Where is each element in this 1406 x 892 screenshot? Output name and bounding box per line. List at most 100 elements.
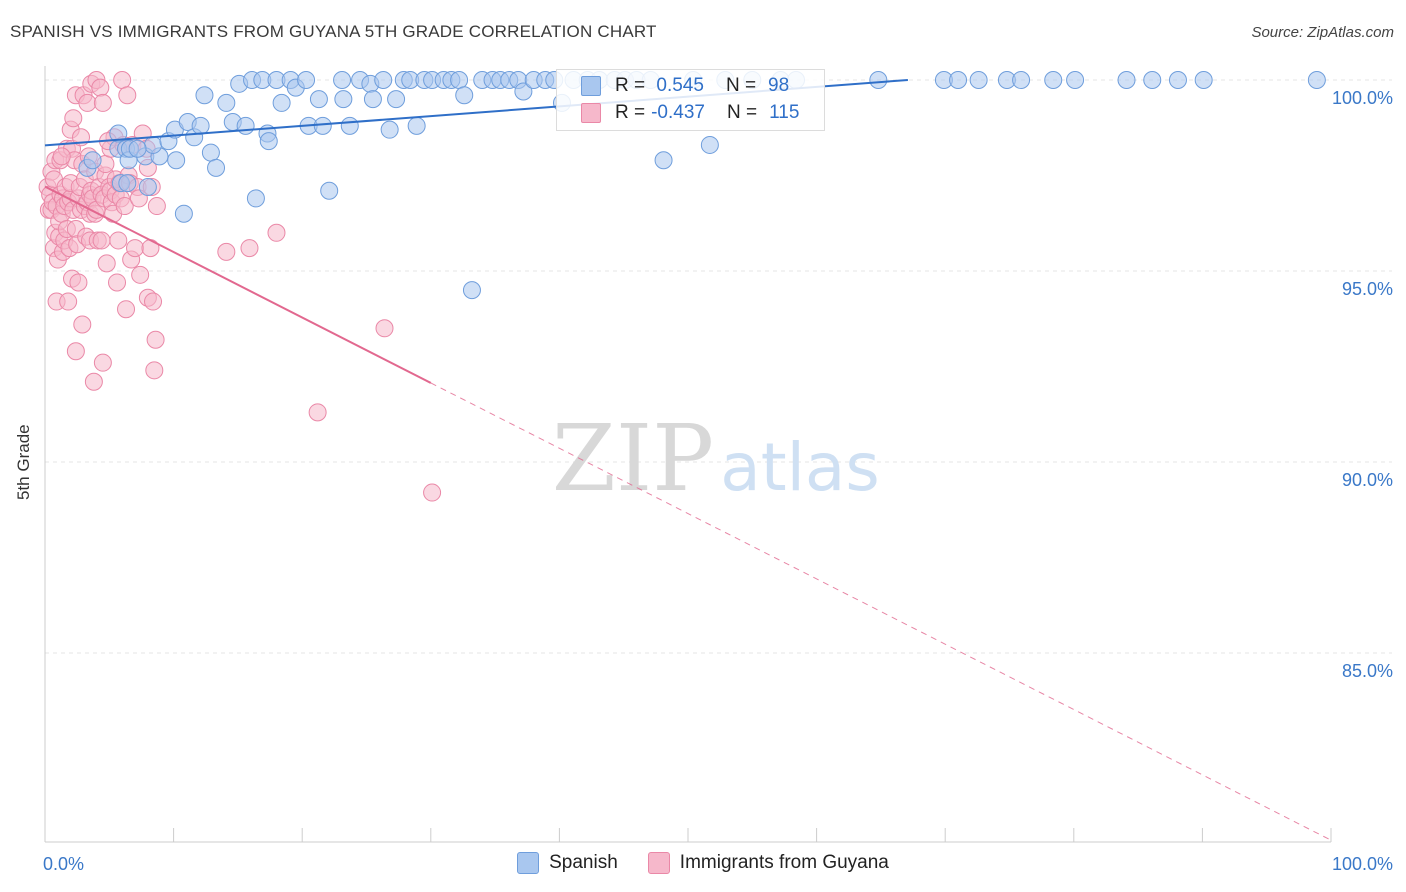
data-point: [93, 93, 112, 112]
data-point: [145, 361, 164, 380]
data-point: [138, 177, 157, 196]
legend-item-guyana: Immigrants from Guyana: [647, 852, 889, 874]
data-point: [1044, 71, 1063, 89]
y-tick-label: 95.0%: [1342, 279, 1393, 299]
data-point: [207, 158, 226, 177]
legend-r-value: 0.545: [651, 75, 704, 96]
data-point: [126, 239, 145, 258]
data-point: [144, 135, 163, 154]
y-tick-label: 90.0%: [1342, 470, 1393, 490]
legend-n-label: N =: [725, 75, 757, 96]
data-point: [167, 151, 186, 170]
data-point: [1307, 71, 1326, 89]
watermark-zip: ZIP: [552, 405, 714, 512]
legend-swatch-guyana: [581, 103, 601, 123]
data-point: [450, 71, 469, 89]
trend-line-guyana: [44, 185, 432, 384]
data-point: [64, 109, 83, 128]
data-point: [363, 90, 382, 109]
data-point: [423, 483, 442, 502]
axes: [44, 66, 1332, 843]
legend-row-guyana: R = -0.437 N = 115: [581, 101, 799, 125]
data-point: [69, 273, 88, 292]
trend-line-guyana-extension: [430, 382, 1332, 841]
tick-labels: 85.0% 90.0% 95.0% 100.0% 0.0% 100.0%: [43, 88, 1393, 874]
data-point: [117, 300, 136, 319]
data-point: [455, 86, 474, 105]
data-point: [1066, 71, 1085, 89]
data-point: [174, 204, 193, 223]
data-point: [313, 116, 332, 135]
legend-r-value: -0.437: [651, 102, 705, 123]
data-point: [91, 78, 110, 97]
legend-label-spanish: Spanish: [549, 852, 618, 873]
data-point: [109, 124, 128, 143]
data-point: [259, 132, 278, 151]
legend-r-label: R =: [615, 102, 646, 123]
data-point: [83, 151, 102, 170]
source-label: Source: ZipAtlas.com: [1251, 24, 1394, 41]
watermark: ZIP atlas: [552, 405, 880, 512]
data-point: [1012, 71, 1031, 89]
data-point: [1168, 71, 1187, 89]
data-point: [308, 403, 327, 422]
data-point: [141, 239, 160, 258]
data-point: [407, 116, 426, 135]
data-point: [654, 151, 673, 170]
series-legend: Spanish Immigrants from Guyana: [0, 852, 1406, 874]
legend-n-value: 115: [769, 102, 800, 123]
data-point: [108, 273, 127, 292]
chart-title: SPANISH VS IMMIGRANTS FROM GUYANA 5TH GR…: [10, 22, 657, 41]
legend-n-label: N =: [726, 102, 758, 123]
data-point: [92, 231, 111, 250]
data-point: [78, 93, 97, 112]
data-point: [462, 281, 481, 300]
data-point: [191, 116, 210, 135]
data-point: [109, 231, 128, 250]
gridlines: [45, 79, 1392, 654]
data-point: [144, 292, 163, 311]
watermark-atlas: atlas: [720, 429, 880, 506]
data-point: [297, 71, 316, 89]
data-point: [66, 342, 85, 361]
y-tick-label: 100.0%: [1332, 88, 1393, 108]
x-tick-label: 0.0%: [43, 854, 84, 874]
legend-item-spanish: Spanish: [517, 852, 618, 874]
data-point: [949, 71, 968, 89]
data-point: [267, 223, 286, 242]
data-point: [514, 82, 533, 101]
data-point: [73, 315, 92, 334]
data-point: [969, 71, 988, 89]
data-point: [246, 189, 265, 208]
legend-swatch-spanish: [581, 76, 601, 96]
legend-n-value: 98: [768, 75, 790, 96]
data-point: [387, 90, 406, 109]
data-point: [334, 90, 353, 109]
data-point: [1143, 71, 1162, 89]
legend-row-spanish: R = 0.545 N = 98: [581, 74, 789, 98]
legend-r-label: R =: [615, 75, 646, 96]
data-point: [333, 71, 352, 89]
data-point: [131, 265, 150, 284]
data-point: [195, 86, 214, 105]
data-point: [309, 90, 328, 109]
data-point: [380, 120, 399, 139]
data-point: [240, 239, 259, 258]
legend-swatch-guyana: [647, 852, 670, 874]
data-point: [147, 197, 166, 216]
data-point: [84, 372, 103, 391]
data-point: [869, 71, 888, 89]
correlation-legend: R = 0.545 N = 98 R = -0.437 N = 115: [556, 69, 825, 131]
data-point: [93, 353, 112, 372]
data-point: [236, 116, 255, 135]
data-point: [201, 143, 220, 162]
x-tick-label: 100.0%: [1332, 854, 1393, 874]
data-point: [52, 147, 71, 166]
data-point: [115, 197, 134, 216]
data-point: [118, 86, 137, 105]
data-point: [146, 330, 165, 349]
data-point: [97, 254, 116, 273]
legend-label-guyana: Immigrants from Guyana: [679, 852, 889, 873]
data-point: [1117, 71, 1136, 89]
